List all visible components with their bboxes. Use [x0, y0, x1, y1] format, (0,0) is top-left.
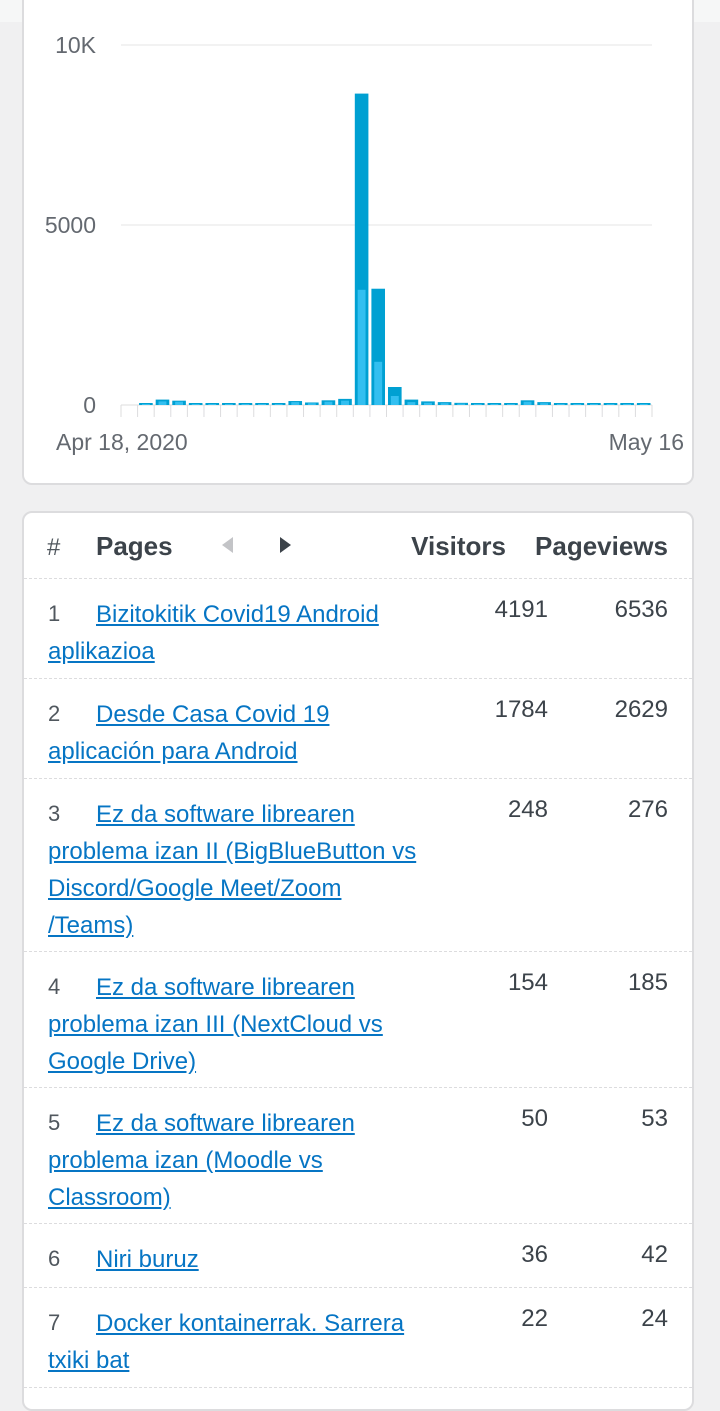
bar-highlight[interactable]	[589, 404, 598, 405]
row-visitors: 50	[521, 1105, 548, 1132]
table-row: 6 Niri buruz 36 42	[24, 1224, 692, 1288]
page-link[interactable]: Ez da software librearen problema izan I…	[48, 974, 383, 1075]
bar-highlight[interactable]	[224, 404, 233, 405]
bar-highlight[interactable]	[457, 403, 466, 405]
bar-highlight[interactable]	[291, 402, 300, 405]
row-rank: 6	[48, 1246, 61, 1271]
row-pageviews: 53	[641, 1105, 668, 1132]
bar-highlight[interactable]	[407, 402, 416, 405]
table-row: 3 Ez da software librearen problema izan…	[24, 779, 692, 952]
row-visitors: 4191	[494, 596, 548, 623]
x-start-label: Apr 18, 2020	[56, 429, 188, 455]
row-pageviews: 276	[627, 796, 668, 823]
page-link[interactable]: Bizitokitik Covid19 Android aplikazioa	[48, 601, 379, 665]
bar-highlight[interactable]	[639, 404, 648, 405]
next-arrow-icon[interactable]	[280, 537, 291, 553]
rank-header: #	[47, 534, 61, 561]
table-row: 5 Ez da software librearen problema izan…	[24, 1088, 692, 1224]
table-row: 1 Bizitokitik Covid19 Android aplikazioa…	[24, 579, 692, 679]
bar-highlight[interactable]	[424, 402, 432, 405]
bar-highlight[interactable]	[490, 404, 499, 405]
bar-highlight[interactable]	[324, 401, 333, 405]
top-pages-card: # Pages Visitors Pageviews 1 Bizitokitik…	[22, 511, 694, 1411]
table-header: # Pages Visitors Pageviews	[24, 513, 692, 579]
bar-highlight[interactable]	[191, 404, 200, 405]
page-link[interactable]: Ez da software librearen problema izan I…	[48, 801, 417, 939]
views-chart-card: 0 5000 10K Apr 18, 2020 May 16	[22, 0, 694, 485]
table-row: 2 Desde Casa Covid 19 aplicación para An…	[24, 679, 692, 779]
row-visitors: 1784	[494, 696, 548, 723]
x-end-label: May 16	[609, 429, 684, 455]
y-tick-label: 0	[83, 392, 96, 418]
visitors-header: Visitors	[411, 531, 506, 561]
row-rank: 4	[48, 974, 61, 999]
page-link[interactable]: Docker kontainerrak. Sarrera txiki bat	[48, 1310, 405, 1374]
row-visitors: 248	[507, 796, 548, 823]
row-pageviews: 24	[641, 1305, 668, 1332]
bar-highlight[interactable]	[573, 404, 582, 405]
row-visitors: 154	[507, 969, 548, 996]
bar-highlight[interactable]	[440, 403, 449, 405]
row-pageviews: 2629	[614, 696, 668, 723]
page-link[interactable]: Ez da software librearen problema izan (…	[48, 1110, 355, 1211]
bar-highlight[interactable]	[357, 289, 366, 405]
page-link[interactable]: Desde Casa Covid 19 aplicación para Andr…	[48, 701, 330, 765]
row-pageviews: 6536	[614, 596, 668, 623]
row-pageviews: 42	[641, 1241, 668, 1268]
y-tick-label: 10K	[55, 32, 97, 58]
bar-highlight[interactable]	[258, 404, 266, 405]
row-rank: 5	[48, 1110, 61, 1135]
pageviews-header: Pageviews	[535, 531, 668, 561]
bar-highlight[interactable]	[540, 403, 549, 405]
pages-header: Pages	[96, 531, 173, 561]
bar-highlight[interactable]	[341, 400, 349, 405]
bar-highlight[interactable]	[241, 404, 250, 405]
bar-highlight[interactable]	[158, 401, 167, 405]
previous-arrow-icon[interactable]	[222, 537, 233, 553]
bar-highlight[interactable]	[175, 401, 184, 405]
bar-highlight[interactable]	[307, 403, 316, 405]
bar-highlight[interactable]	[473, 403, 482, 405]
table-row: 7 Docker kontainerrak. Sarrera txiki bat…	[24, 1288, 692, 1388]
row-pageviews: 185	[627, 969, 668, 996]
bar-highlight[interactable]	[507, 404, 515, 405]
bar-highlight[interactable]	[374, 361, 383, 405]
row-rank: 2	[48, 701, 61, 726]
row-rank: 7	[48, 1310, 61, 1335]
y-tick-label: 5000	[45, 212, 96, 238]
bar-highlight[interactable]	[606, 404, 615, 405]
views-bar-chart: 0 5000 10K Apr 18, 2020 May 16	[45, 32, 684, 455]
row-rank: 1	[48, 601, 61, 626]
bar-highlight[interactable]	[390, 396, 399, 405]
row-visitors: 36	[521, 1241, 548, 1268]
bar-highlight[interactable]	[208, 404, 217, 405]
row-rank: 3	[48, 801, 61, 826]
table-row: 4 Ez da software librearen problema izan…	[24, 952, 692, 1088]
row-visitors: 22	[521, 1305, 548, 1332]
bar-highlight[interactable]	[623, 404, 632, 405]
bar-highlight[interactable]	[523, 401, 532, 405]
bar-highlight[interactable]	[141, 404, 150, 405]
bar-highlight[interactable]	[274, 404, 283, 405]
page-link[interactable]: Niri buruz	[96, 1246, 199, 1273]
bar-highlight[interactable]	[556, 403, 565, 405]
